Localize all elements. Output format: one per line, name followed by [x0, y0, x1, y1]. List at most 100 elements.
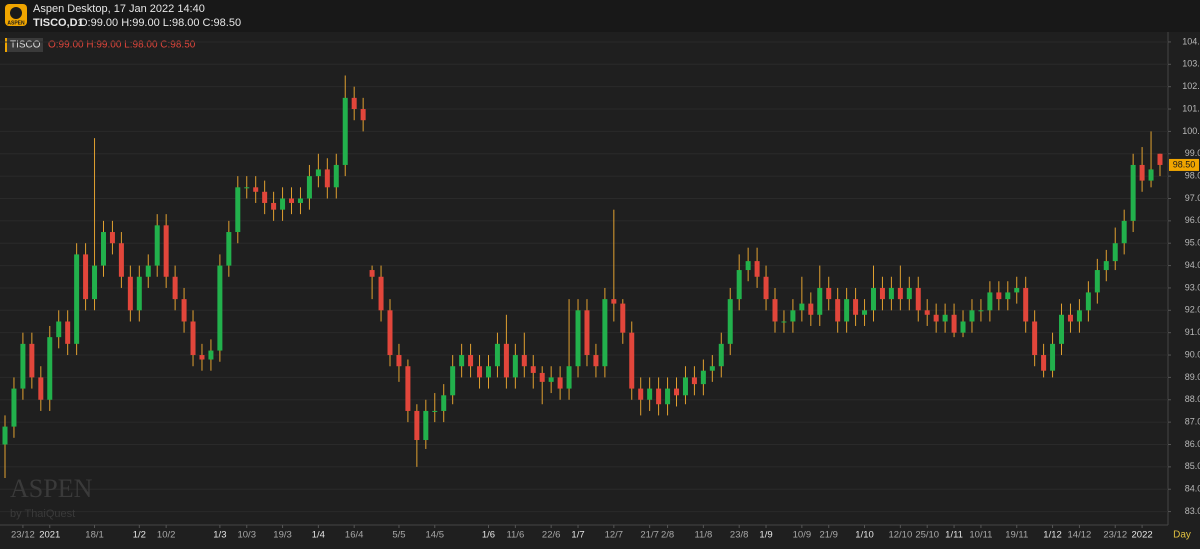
candle-body: [1085, 292, 1091, 311]
candle-body: [1112, 243, 1118, 262]
x-tick-label: 23/8: [730, 530, 749, 541]
x-tick-label: 2021: [39, 530, 60, 541]
candle-body: [1032, 321, 1038, 356]
candle-body: [1157, 153, 1163, 165]
candle-body: [772, 299, 778, 322]
candle-body: [808, 303, 814, 315]
x-tick-label: 14/12: [1068, 530, 1092, 541]
y-tick-label: 87.00: [1185, 417, 1200, 427]
candle-body: [915, 287, 921, 311]
candle-body: [656, 388, 662, 405]
candle-body: [799, 303, 805, 311]
candle-body: [879, 287, 885, 300]
candle-body: [503, 343, 509, 378]
candle-body: [235, 187, 241, 233]
y-tick-label: 97.00: [1185, 193, 1200, 203]
candle-body: [1005, 292, 1011, 300]
candle-body: [450, 366, 456, 396]
candle-body: [1103, 261, 1109, 271]
candle-body: [56, 321, 62, 338]
period-label: Day: [1173, 530, 1191, 541]
candle-body: [790, 310, 796, 322]
candle-body: [763, 276, 769, 300]
candle-body: [315, 169, 321, 177]
candle-body: [978, 310, 984, 312]
candle-body: [262, 191, 268, 203]
candle-body: [933, 314, 939, 322]
x-tick-label: 1/3: [213, 530, 226, 541]
candle-body: [199, 355, 205, 360]
x-tick-label: 1/7: [571, 530, 584, 541]
candle-body: [996, 292, 1002, 300]
candle-body: [674, 388, 680, 396]
candle-body: [611, 299, 617, 304]
app-title: Aspen Desktop, 17 Jan 2022 14:40: [33, 3, 205, 15]
x-tick-label: 2/8: [661, 530, 674, 541]
candle-body: [521, 355, 527, 367]
candle-body: [20, 343, 26, 389]
x-tick-label: 10/3: [237, 530, 256, 541]
x-tick-label: 12/10: [888, 530, 912, 541]
candle-body: [727, 299, 733, 344]
candle-body: [1094, 270, 1100, 293]
ohlc-label: O:99.00 H:99.00 L:98.00 C:98.50: [48, 40, 196, 51]
logo-text: ASPEN: [7, 20, 25, 26]
y-tick-label: 102.00: [1182, 81, 1200, 91]
candle-body: [485, 366, 491, 378]
candle-body: [870, 287, 876, 311]
candle-body: [163, 225, 169, 277]
candle-body: [387, 310, 393, 356]
x-tick-label: 19/3: [273, 530, 292, 541]
x-tick-label: 19/11: [1005, 530, 1028, 541]
x-tick-label: 11/6: [506, 530, 524, 541]
y-tick-label: 83.00: [1185, 506, 1200, 516]
candle-body: [83, 254, 89, 300]
candle-body: [709, 366, 715, 371]
candle-body: [754, 261, 760, 277]
symbol-line: TISCO,D1: [33, 17, 84, 29]
candle-body: [181, 299, 187, 322]
x-tick-label: 1/10: [855, 530, 874, 541]
candle-body: [530, 366, 536, 373]
x-tick-label: 1/6: [482, 530, 495, 541]
candle-body: [145, 265, 151, 277]
x-tick-label: 23/12: [1103, 530, 1127, 541]
y-tick-label: 85.00: [1185, 461, 1200, 471]
x-tick-label: 25/10: [915, 530, 939, 541]
candle-body: [154, 225, 160, 266]
y-tick-label: 91.00: [1185, 327, 1200, 337]
candle-body: [369, 270, 375, 277]
candle-body: [333, 164, 339, 188]
candle-body: [459, 355, 465, 367]
x-tick-label: 10/11: [969, 530, 992, 541]
candle-body: [38, 377, 44, 400]
candle-body: [736, 270, 742, 300]
candle-body: [987, 292, 993, 311]
candle-body: [289, 198, 295, 203]
candle-body: [1148, 169, 1154, 181]
candle-body: [853, 299, 859, 315]
x-tick-label: 1/11: [945, 530, 963, 541]
candle-body: [960, 321, 966, 333]
candle-body: [414, 410, 420, 441]
candle-body: [566, 366, 572, 389]
header-bar: [0, 0, 1200, 32]
y-tick-label: 95.00: [1185, 238, 1200, 248]
candle-body: [700, 370, 706, 385]
candle-body: [826, 287, 832, 300]
candle-body: [280, 198, 286, 210]
candle-body: [1139, 164, 1145, 181]
candle-body: [360, 109, 366, 121]
last-price-box: [1169, 158, 1199, 171]
candle-body: [118, 243, 124, 277]
watermark-sub: by ThaiQuest: [10, 508, 75, 520]
candle-body: [512, 355, 518, 378]
candle-body: [396, 355, 402, 367]
candle-body: [951, 314, 957, 333]
candle-body: [65, 321, 71, 344]
candle-body: [47, 337, 53, 400]
watermark: ASPEN: [10, 474, 93, 503]
x-tick-label: 1/12: [1043, 530, 1062, 541]
